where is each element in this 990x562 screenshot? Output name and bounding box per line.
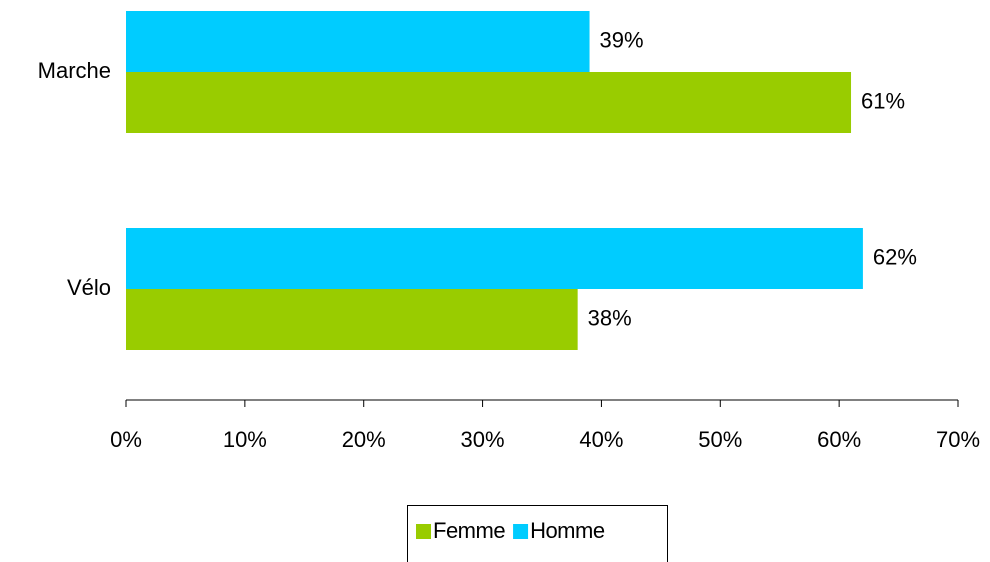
x-tick-label: 0%	[110, 427, 142, 452]
legend-label: Homme	[530, 518, 605, 543]
x-tick-label: 20%	[342, 427, 386, 452]
data-label: 61%	[861, 88, 905, 113]
bar	[126, 289, 578, 350]
legend-swatch	[416, 524, 431, 539]
data-label: 62%	[873, 244, 917, 269]
y-tick-label: Marche	[38, 58, 111, 83]
legend-swatch	[513, 524, 529, 539]
x-tick-label: 30%	[461, 427, 505, 452]
x-tick-label: 60%	[817, 427, 861, 452]
x-tick-label: 10%	[223, 427, 267, 452]
data-label: 39%	[600, 27, 644, 52]
x-tick-label: 50%	[698, 427, 742, 452]
legend-box	[407, 505, 668, 562]
x-tick-label: 70%	[936, 427, 980, 452]
bar	[126, 11, 590, 72]
y-tick-label: Vélo	[67, 275, 111, 300]
bar	[126, 72, 852, 133]
bar	[126, 228, 863, 289]
legend-label: Femme	[433, 518, 505, 543]
data-label: 38%	[588, 305, 632, 330]
x-tick-label: 40%	[579, 427, 623, 452]
